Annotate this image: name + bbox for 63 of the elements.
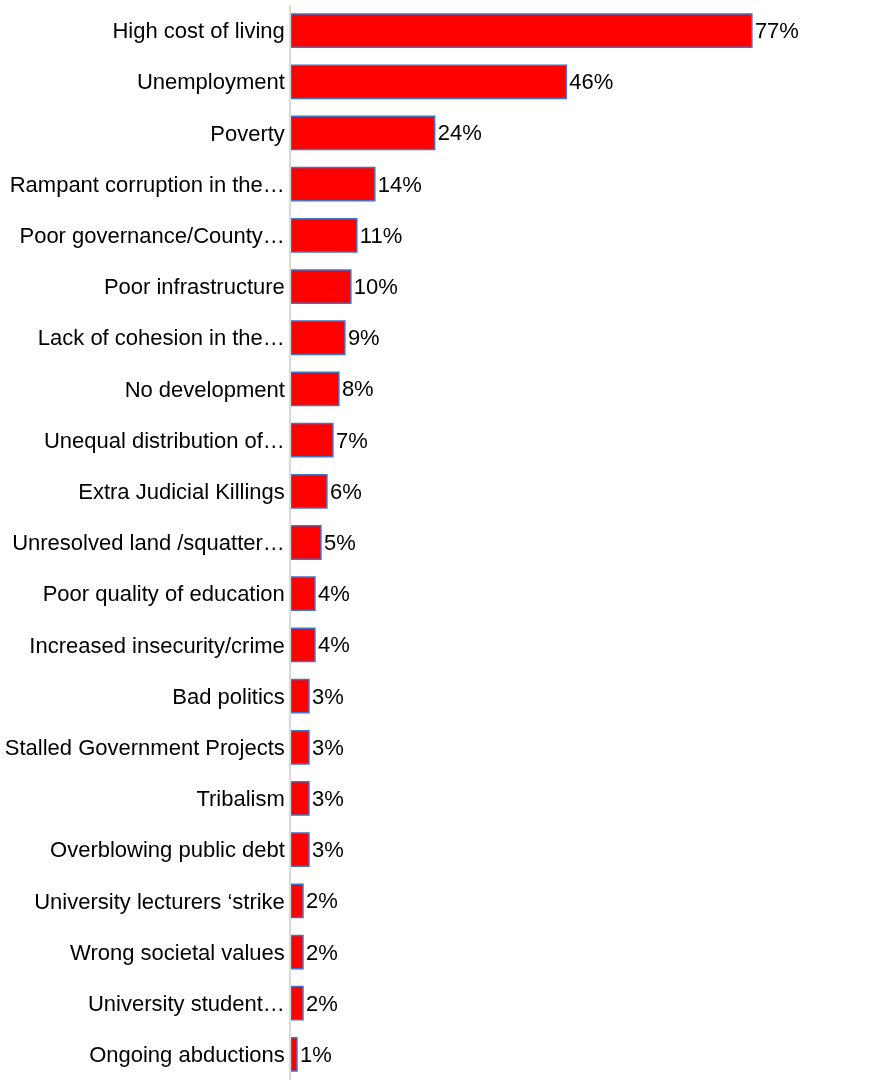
bar [291,64,568,100]
y-tick-label: University lecturers ‘strike [34,888,285,914]
bar [291,985,304,1021]
data-label: 1% [299,1041,332,1067]
data-label: 24% [437,120,482,146]
y-tick-label: Rampant corruption in the… [9,171,285,197]
y-tick-label: High cost of living [112,18,285,44]
bar [291,1037,298,1072]
y-tick-label: Lack of cohesion in the… [37,325,285,351]
data-label: 3% [311,837,344,863]
bar [291,269,352,304]
bar [291,217,358,253]
data-label: 3% [311,785,344,811]
bar [291,627,316,663]
y-tick-label: University student… [87,990,285,1016]
bar [291,525,322,560]
bar [291,422,334,458]
y-tick-label: Overblowing public debt [50,837,285,863]
y-tick-label: Bad politics [172,683,285,709]
data-label: 7% [335,427,368,453]
y-tick-label: No development [124,376,285,402]
data-label: 9% [347,325,380,351]
data-label: 3% [311,734,344,760]
y-tick-label: Unresolved land /squatter… [12,530,285,556]
bar [291,576,316,612]
bar [291,729,310,765]
y-tick-label: Stalled Government Projects [4,734,285,760]
bar [291,883,304,919]
bar [291,678,310,714]
data-label: 5% [323,530,356,555]
data-label: 11% [359,222,403,248]
data-label: 2% [305,990,338,1016]
bar [291,320,346,356]
data-label: 2% [305,888,338,914]
y-tick-label: Extra Judicial Killings [78,479,285,505]
bar [291,371,340,407]
data-label: 77% [754,18,799,44]
y-tick-label: Unemployment [136,69,285,95]
y-tick-label: Poor quality of education [42,581,285,607]
data-label: 2% [305,939,338,965]
data-label: 4% [317,632,350,658]
y-tick-label: Tribalism [196,786,285,812]
y-tick-label: Wrong societal values [70,939,285,965]
y-tick-label: Poor infrastructure [103,274,285,300]
y-tick-label: Increased insecurity/crime [29,632,285,658]
data-label: 14% [377,171,422,197]
y-tick-label: Unequal distribution of… [43,427,285,453]
data-label: 8% [341,376,374,402]
bar [291,934,304,970]
data-label: 3% [311,683,344,709]
bar [291,166,376,202]
bar [291,115,436,151]
y-tick-label: Poverty [210,120,285,146]
bar [291,832,310,868]
bar [291,13,753,48]
data-label: 46% [569,69,614,95]
bar [291,781,310,816]
y-tick-label: Ongoing abductions [89,1042,285,1068]
data-label: 6% [329,478,362,504]
data-label: 4% [317,581,350,607]
y-tick-label: Poor governance/County… [19,223,285,249]
data-label: 10% [353,274,398,300]
bar [291,473,328,509]
